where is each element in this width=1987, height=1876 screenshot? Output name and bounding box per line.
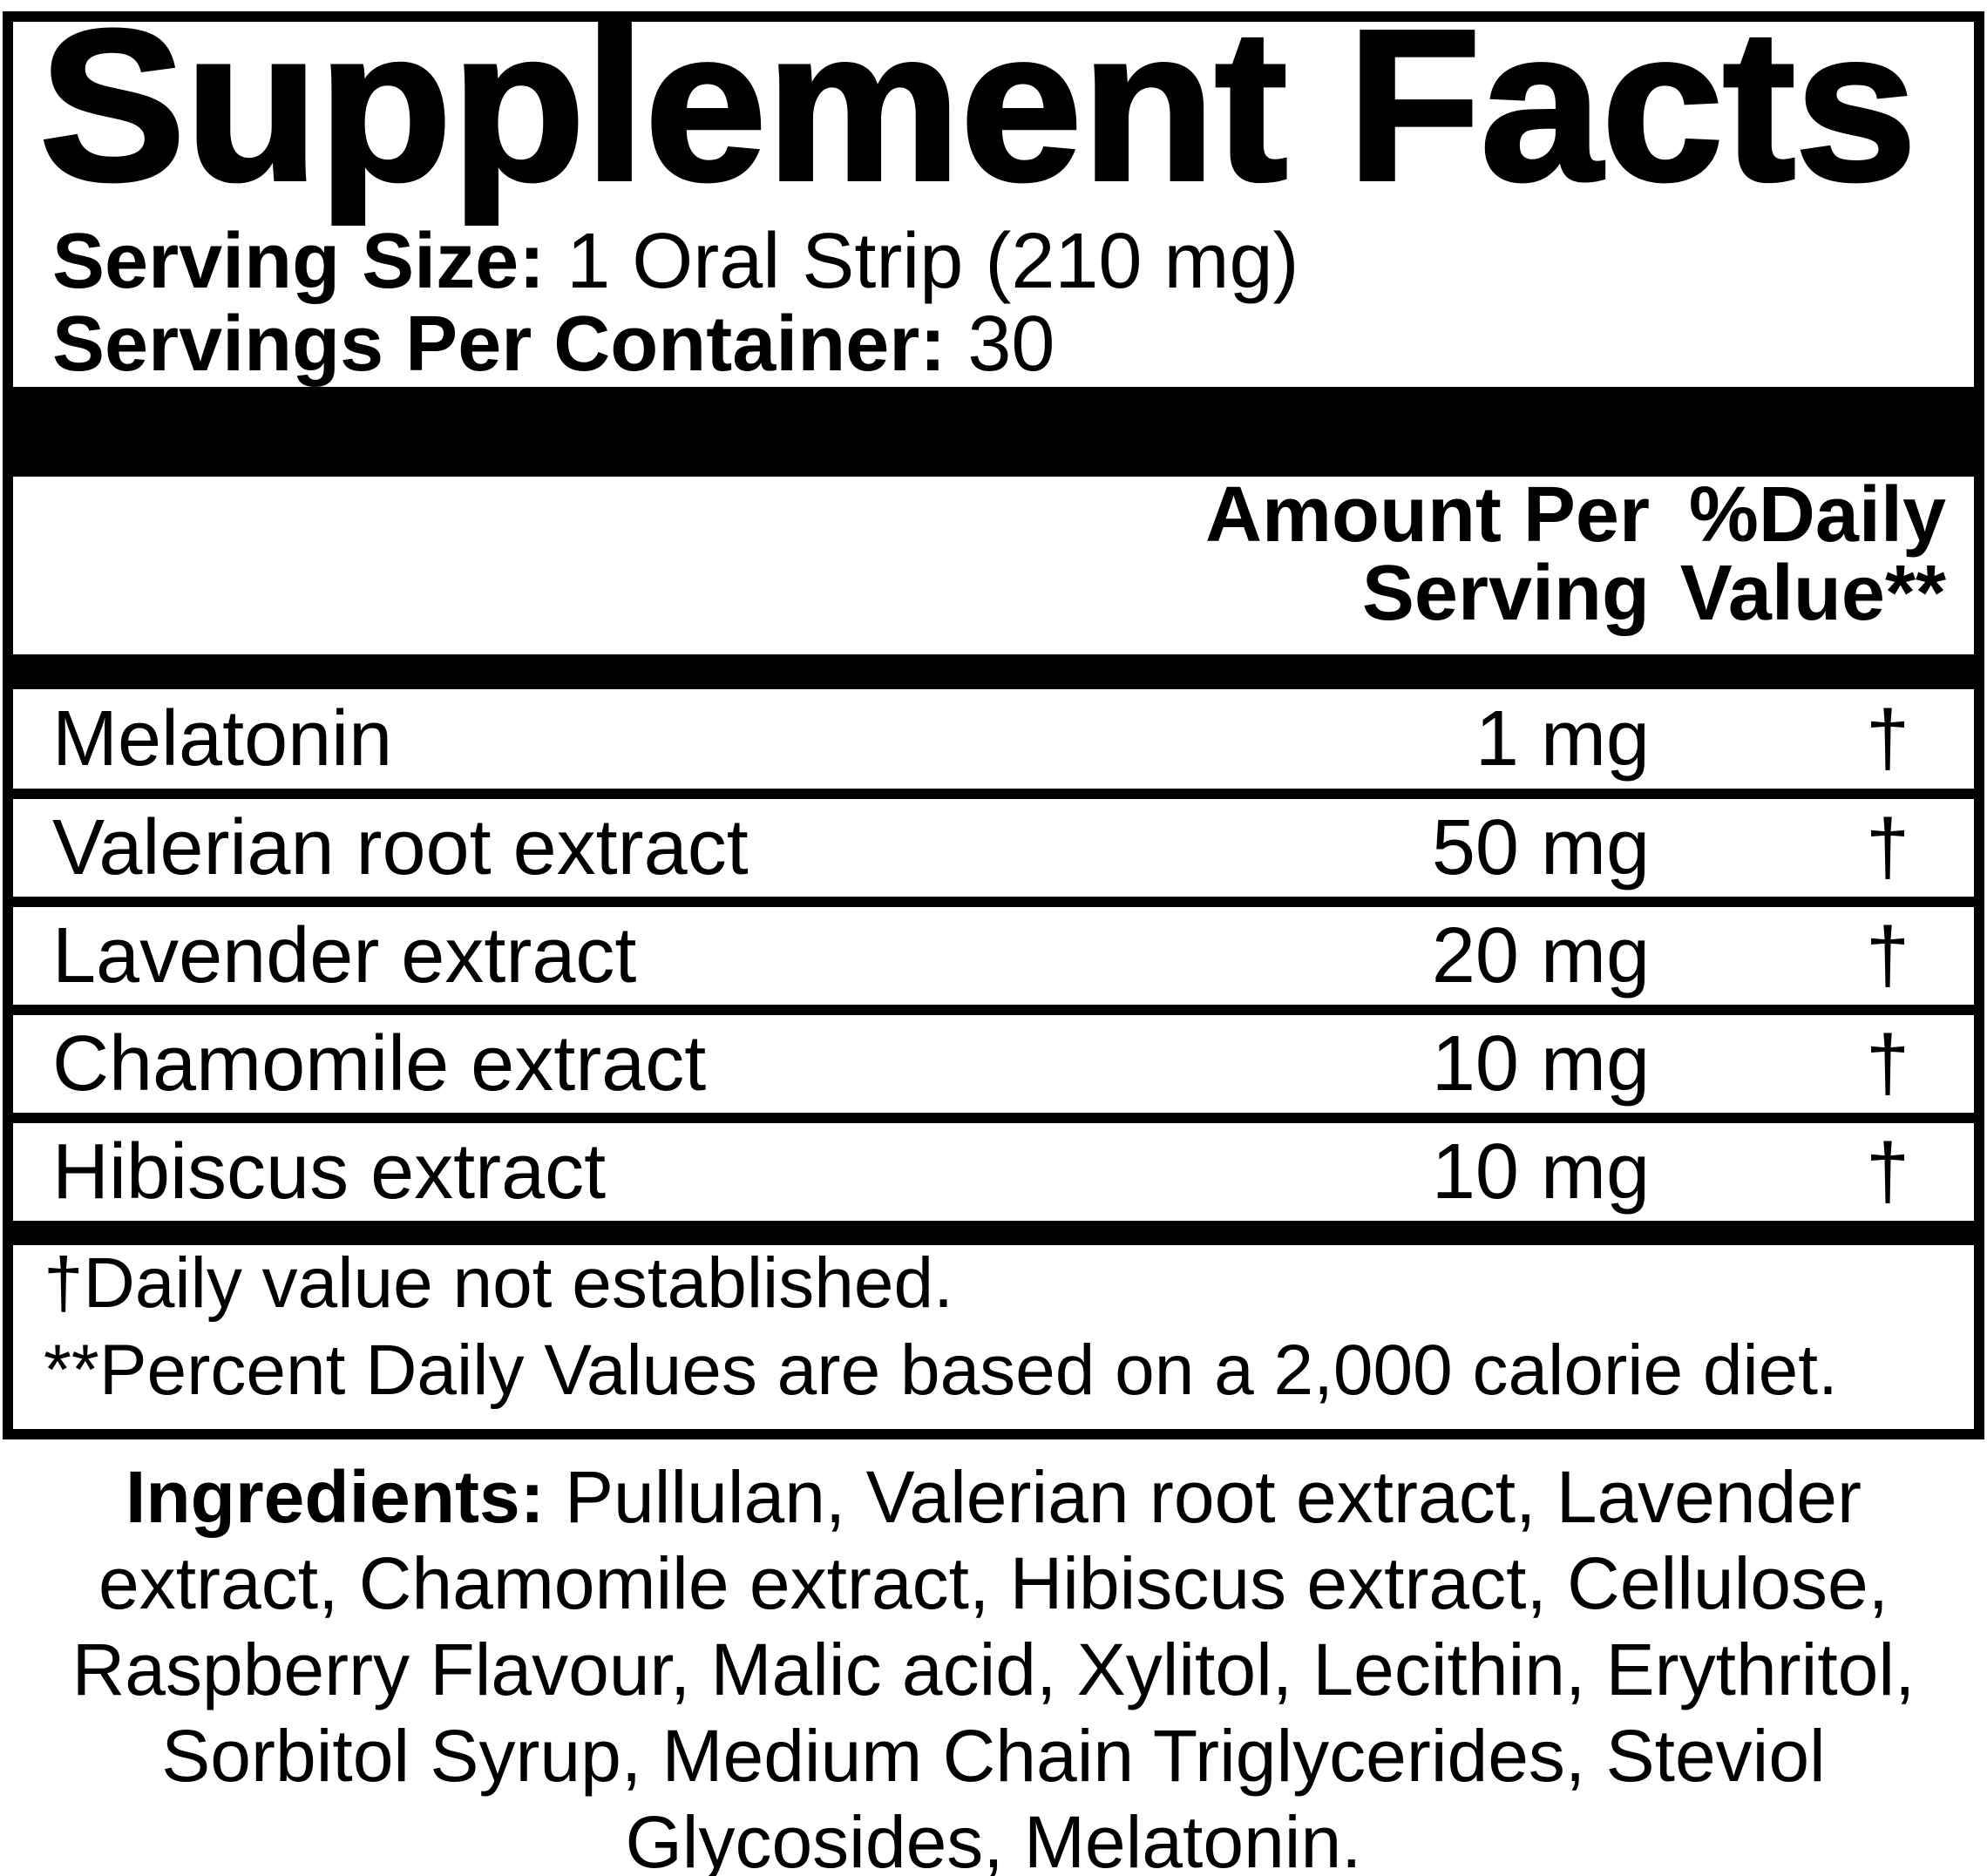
footnote-dagger: †Daily value not established. <box>44 1243 953 1323</box>
divider-above-footnotes <box>13 1221 1974 1245</box>
daily-value-dagger: † <box>1865 911 1909 999</box>
dv-header-line2: Value** <box>1679 550 1946 637</box>
daily-value-dagger: † <box>1865 1128 1909 1216</box>
row-lavender-extract: Lavender extract 20 mg † <box>13 897 1974 1005</box>
amount-per-serving-header: Amount Per Serving <box>1205 476 1650 633</box>
servings-per-container-value: 30 <box>967 301 1055 388</box>
ingredient-name: Chamomile extract <box>52 1019 707 1107</box>
amount-per-serving: 1 mg <box>1475 694 1650 782</box>
amount-header-line1: Amount Per <box>1204 471 1650 559</box>
supplement-facts-panel: Supplement Facts Serving Size: 1 Oral St… <box>3 0 1984 1439</box>
ingredient-name: Lavender extract <box>52 911 637 999</box>
column-headers: Amount Per Serving %Daily Value** <box>13 476 1974 633</box>
ingredients-paragraph: Ingredients: Pullulan, Valerian root ext… <box>35 1454 1952 1876</box>
row-chamomile-extract: Chamomile extract 10 mg † <box>13 1005 1974 1113</box>
daily-value-dagger: † <box>1865 1019 1909 1107</box>
ingredient-name: Melatonin <box>52 694 393 782</box>
divider-heavy-top <box>13 387 1974 477</box>
row-valerian-root-extract: Valerian root extract 50 mg † <box>13 789 1974 897</box>
dv-header-line1: %Daily <box>1688 471 1946 559</box>
amount-per-serving: 20 mg <box>1431 911 1650 999</box>
ingredients-list: Pullulan, Valerian root extract, Lavende… <box>71 1456 1916 1876</box>
ingredient-name: Hibiscus extract <box>52 1128 607 1216</box>
serving-size-line: Serving Size: 1 Oral Strip (210 mg) <box>13 220 1974 303</box>
servings-per-container-label: Servings Per Container: <box>52 301 946 388</box>
ingredient-rows: Melatonin 1 mg † Valerian root extract 5… <box>13 689 1974 1221</box>
amount-header-line2: Serving <box>1361 550 1650 637</box>
daily-value-dagger: † <box>1865 694 1909 782</box>
footnote-percent-daily-value: **Percent Daily Values are based on a 2,… <box>44 1331 1838 1410</box>
daily-value-header: %Daily Value** <box>1650 476 1946 633</box>
serving-size-label: Serving Size: <box>52 218 546 305</box>
divider-under-headers <box>13 654 1974 689</box>
row-hibiscus-extract: Hibiscus extract 10 mg † <box>13 1113 1974 1221</box>
amount-per-serving: 10 mg <box>1431 1019 1650 1107</box>
servings-per-container-line: Servings Per Container: 30 <box>13 303 1974 386</box>
panel-title: Supplement Facts <box>37 0 1919 226</box>
daily-value-dagger: † <box>1865 803 1909 891</box>
serving-size-value: 1 Oral Strip (210 mg) <box>566 218 1299 305</box>
ingredients-label: Ingredients: <box>125 1456 545 1538</box>
amount-per-serving: 10 mg <box>1431 1128 1650 1216</box>
ingredient-name: Valerian root extract <box>52 803 749 891</box>
amount-per-serving: 50 mg <box>1431 803 1650 891</box>
row-melatonin: Melatonin 1 mg † <box>13 689 1974 789</box>
